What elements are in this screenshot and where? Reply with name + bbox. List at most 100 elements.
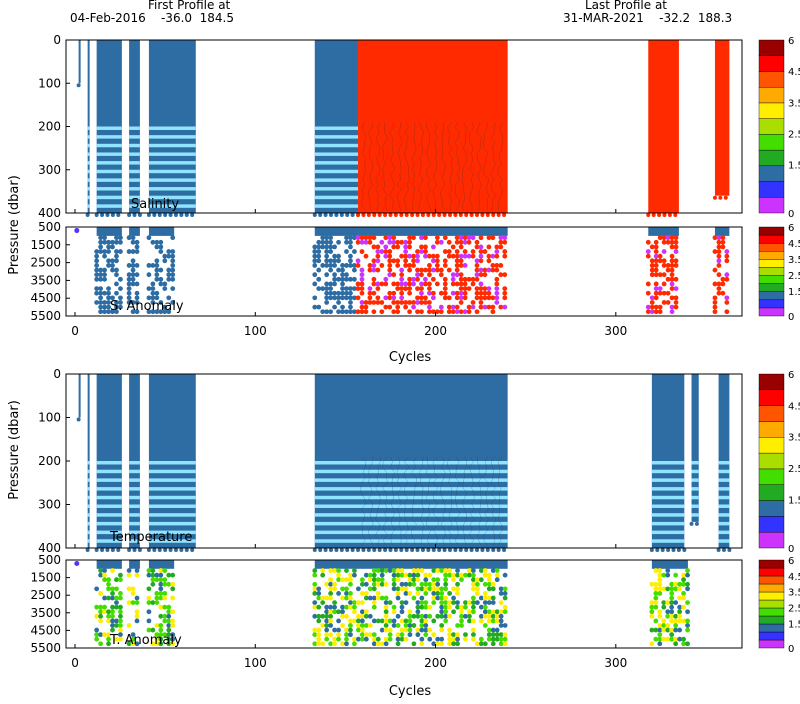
anomaly-point bbox=[126, 572, 132, 578]
anomaly-point bbox=[348, 295, 353, 301]
anomaly-point bbox=[340, 272, 345, 278]
anomaly-point bbox=[447, 613, 453, 619]
anomaly-point bbox=[466, 235, 472, 241]
anomaly-point bbox=[371, 258, 377, 264]
anomaly-point bbox=[423, 618, 429, 624]
anomaly-point bbox=[720, 239, 726, 245]
anomaly-point bbox=[716, 286, 722, 291]
profile-line bbox=[375, 456, 381, 546]
anomaly-point bbox=[328, 290, 334, 296]
anomaly-point bbox=[371, 595, 377, 601]
anomaly-point bbox=[490, 641, 496, 647]
profile-column bbox=[691, 374, 699, 522]
anomaly-point bbox=[126, 276, 132, 282]
anomaly-point bbox=[375, 636, 381, 642]
anomaly-point bbox=[399, 604, 405, 610]
anomaly-point bbox=[166, 309, 172, 315]
anomaly-point bbox=[459, 609, 464, 615]
anomaly-point bbox=[415, 258, 420, 264]
anomaly-point bbox=[474, 591, 480, 596]
anomaly-point bbox=[467, 568, 472, 573]
anomaly-point bbox=[170, 623, 176, 628]
anomaly-point bbox=[146, 572, 152, 578]
anomaly-point bbox=[114, 636, 119, 642]
anomaly-point bbox=[427, 290, 432, 296]
anomaly-point bbox=[375, 267, 381, 273]
anomaly-point bbox=[336, 267, 341, 273]
anomaly-point bbox=[486, 286, 492, 291]
anomaly-point bbox=[355, 309, 361, 315]
colorbar-swatch bbox=[758, 559, 785, 569]
profile-line bbox=[454, 456, 461, 546]
anomaly-point bbox=[371, 572, 377, 578]
anomaly-point bbox=[439, 595, 445, 601]
anomaly-point bbox=[407, 281, 412, 287]
anomaly-point bbox=[102, 235, 107, 241]
anomaly-point bbox=[162, 577, 168, 583]
anomaly-point bbox=[442, 295, 448, 301]
anomaly-point bbox=[320, 239, 326, 245]
anomaly-point bbox=[407, 290, 412, 296]
anomaly-point bbox=[657, 568, 663, 573]
depth-band bbox=[129, 495, 140, 500]
anomaly-point bbox=[411, 568, 417, 573]
anomaly-point bbox=[387, 235, 393, 241]
profile-point bbox=[491, 213, 496, 217]
anomaly-point bbox=[462, 290, 468, 296]
anomaly-point bbox=[146, 295, 152, 301]
depth-band bbox=[314, 152, 359, 156]
anomaly-point bbox=[130, 267, 136, 273]
anomaly-point bbox=[114, 586, 119, 592]
anomaly-point bbox=[114, 258, 119, 264]
anomaly-point bbox=[154, 591, 160, 596]
anomaly-point bbox=[716, 235, 722, 241]
anomaly-point bbox=[166, 632, 172, 638]
anomaly-point bbox=[166, 627, 172, 633]
anomaly-point bbox=[154, 272, 160, 278]
anomaly-point bbox=[677, 636, 683, 642]
anomaly-point bbox=[379, 572, 385, 578]
anomaly-point bbox=[375, 581, 381, 587]
anomaly-point bbox=[439, 641, 445, 647]
anomaly-point bbox=[146, 263, 152, 268]
anomaly-point bbox=[387, 568, 393, 573]
anomaly-point bbox=[371, 586, 377, 592]
anomaly-point bbox=[166, 267, 172, 273]
anomaly-point bbox=[118, 632, 123, 638]
anomaly-point bbox=[166, 636, 172, 642]
colorbar-label: 6 bbox=[788, 223, 794, 234]
y-tick-label: 400 bbox=[38, 541, 61, 555]
anomaly-point bbox=[669, 239, 675, 245]
anomaly-point bbox=[657, 290, 663, 296]
anomaly-point bbox=[438, 267, 444, 273]
depth-band bbox=[96, 135, 122, 139]
anomaly-point bbox=[324, 618, 330, 624]
anomaly-point bbox=[312, 581, 318, 587]
x-tick-label: 300 bbox=[604, 656, 627, 670]
depth-band bbox=[718, 539, 730, 543]
anomaly-point bbox=[669, 627, 675, 633]
profile-point bbox=[116, 213, 121, 217]
anomaly-point bbox=[166, 581, 172, 587]
depth-band bbox=[129, 126, 140, 130]
anomaly-point bbox=[340, 286, 345, 291]
anomaly-point bbox=[387, 263, 393, 268]
anomaly-point bbox=[379, 618, 385, 624]
anomaly-point bbox=[395, 304, 401, 310]
anomaly-point bbox=[454, 263, 460, 268]
anomaly-point bbox=[118, 249, 123, 254]
anomaly-point bbox=[316, 253, 322, 259]
anomaly-point bbox=[494, 618, 500, 624]
anomaly-point bbox=[657, 613, 663, 619]
depth-band bbox=[96, 487, 122, 491]
anomaly-point bbox=[657, 253, 663, 259]
anomaly-point bbox=[367, 239, 373, 245]
anomaly-point bbox=[407, 267, 412, 273]
anomaly-point bbox=[332, 568, 337, 573]
x-tick-label: 200 bbox=[424, 324, 447, 338]
anomaly-point bbox=[348, 623, 353, 628]
anomaly-point bbox=[170, 267, 176, 273]
anomaly-point bbox=[653, 295, 659, 301]
depth-band bbox=[314, 135, 359, 139]
depth-band bbox=[314, 539, 508, 543]
